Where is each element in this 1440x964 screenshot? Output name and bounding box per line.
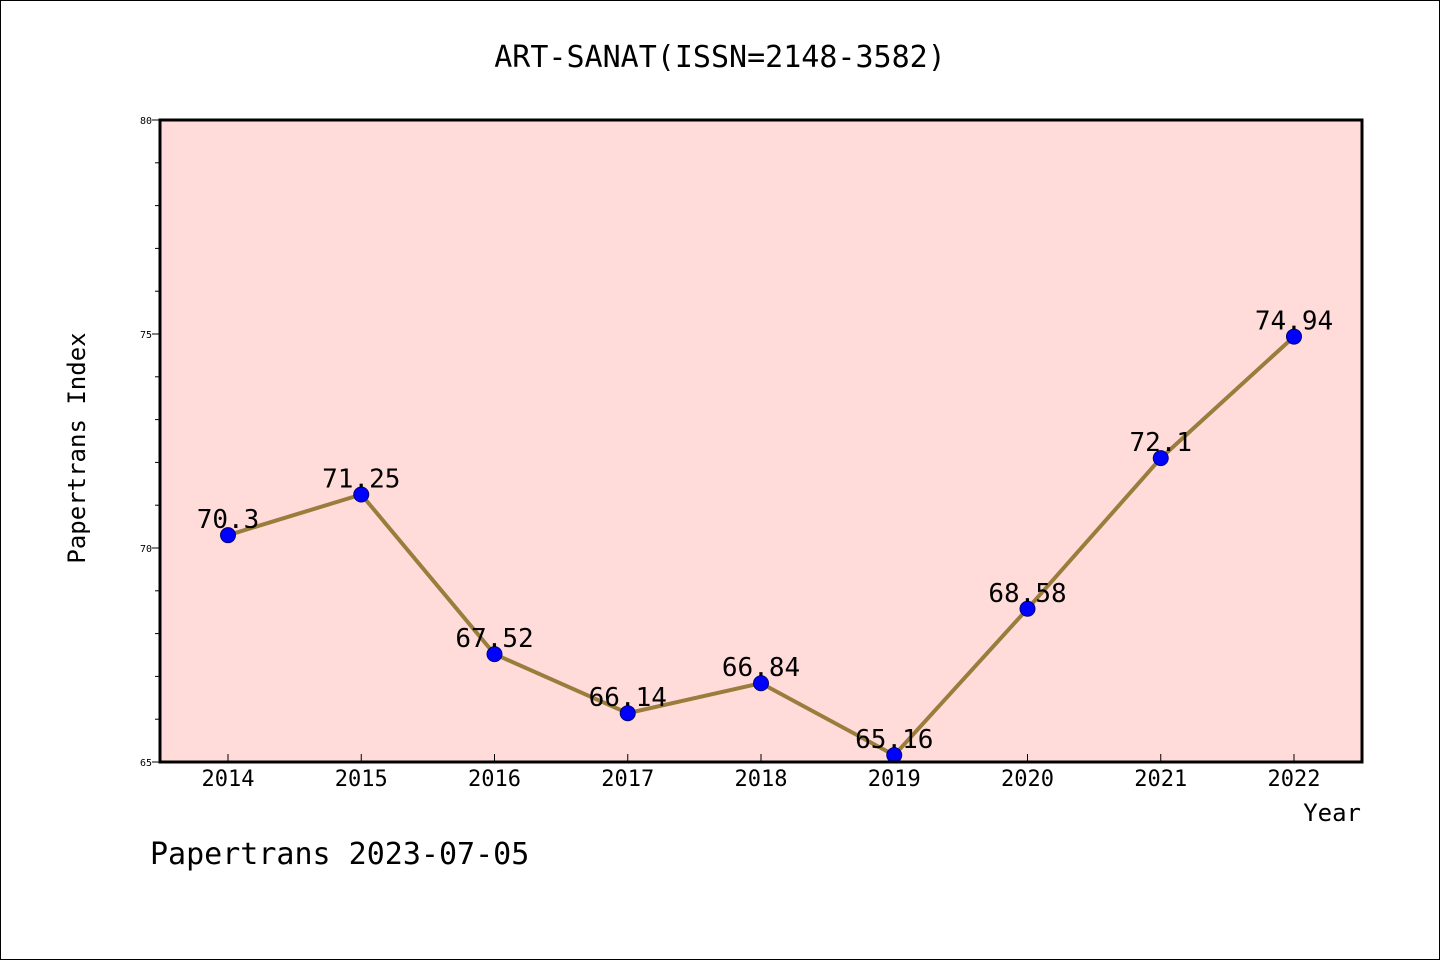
y-axis-title: Papertrans Index (63, 332, 91, 563)
y-tick-label: 65 (140, 758, 152, 769)
chart-title: ART-SANAT(ISSN=2148-3582) (494, 40, 946, 75)
series-markers (220, 328, 1302, 764)
data-labels: 70.3 71.25 67.52 66.14 66.84 65.16 68.58 72.1 74… (197, 307, 1333, 756)
data-point (1019, 600, 1036, 617)
x-tick-label: 2015 (335, 767, 388, 792)
data-label: 66.14 (589, 683, 667, 713)
x-tick-label: 2018 (735, 767, 788, 792)
data-point (353, 486, 370, 503)
y-tick-label: 80 (140, 116, 152, 127)
data-label: 67.52 (455, 624, 533, 654)
x-tick-label: 2022 (1268, 767, 1321, 792)
data-label: 74.94 (1255, 307, 1333, 337)
data-label: 65.16 (855, 725, 933, 755)
data-point (1286, 328, 1302, 345)
y-tick-label: 75 (140, 330, 152, 341)
x-tick-label: 2016 (468, 767, 521, 792)
data-point (1152, 450, 1169, 467)
x-axis-title: Year (1303, 799, 1361, 827)
plot-area (160, 120, 1362, 762)
data-label: 68.58 (988, 579, 1066, 609)
data-point (753, 675, 769, 692)
y-axis: 65 70 75 80 (140, 116, 160, 769)
x-tick-label: 2014 (202, 767, 255, 792)
plot-border (158, 118, 1364, 764)
data-label: 72.1 (1129, 428, 1192, 458)
data-point (486, 646, 503, 663)
data-point (220, 527, 236, 544)
data-label: 66.84 (722, 653, 800, 683)
y-tick-label: 70 (140, 544, 152, 555)
x-tick-label: 2020 (1001, 767, 1054, 792)
data-point (619, 705, 636, 722)
x-axis: 2014 2015 2016 2017 2018 2019 2020 2021 2022 (202, 754, 1321, 792)
x-tick-label: 2021 (1134, 767, 1187, 792)
x-tick-label: 2019 (868, 767, 921, 792)
data-label: 70.3 (197, 505, 260, 535)
footer-text: Papertrans 2023-07-05 (150, 837, 529, 872)
data-label: 71.25 (322, 465, 400, 495)
x-tick-label: 2017 (601, 767, 654, 792)
